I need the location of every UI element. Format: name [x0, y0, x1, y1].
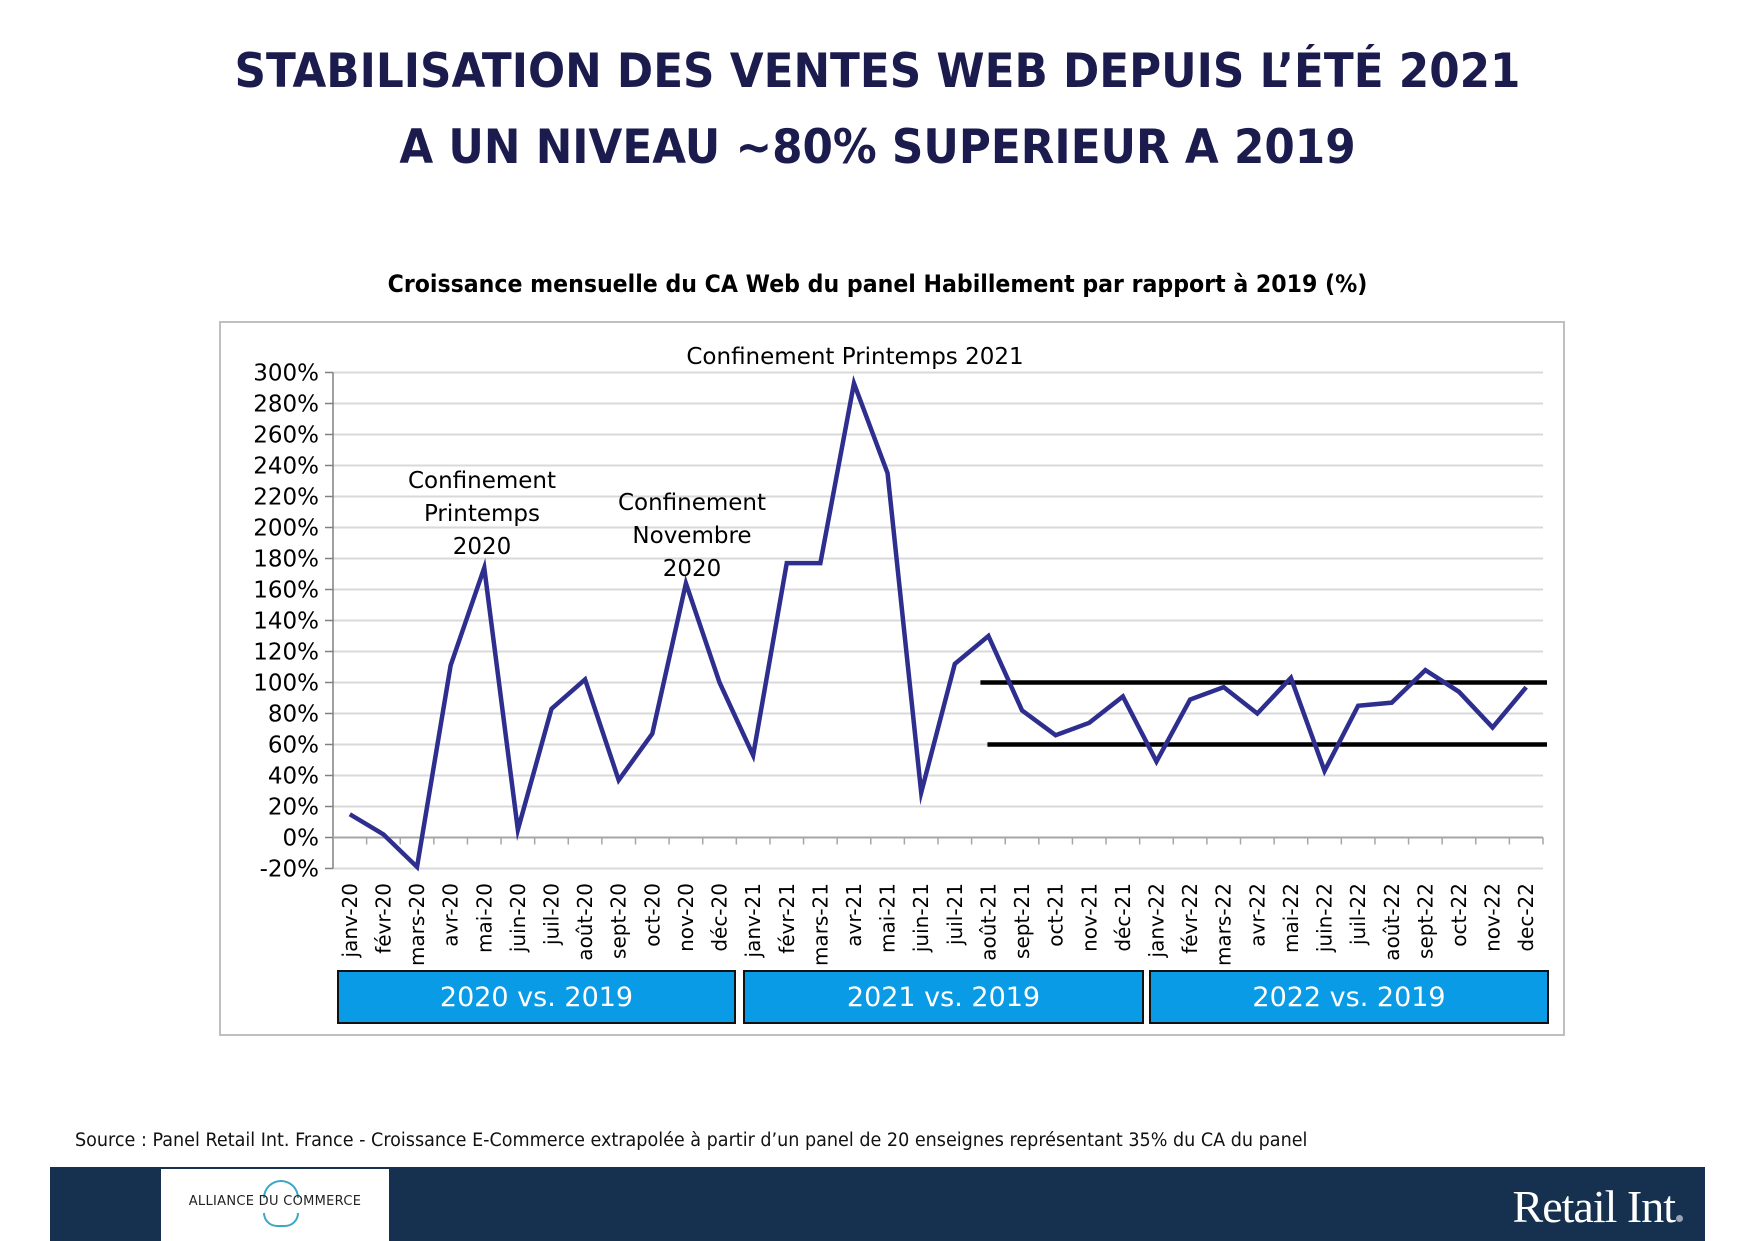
- x-tick-label: nov-22: [1481, 883, 1505, 952]
- headline-line-2: A UN NIVEAU ~80% SUPERIEUR A 2019: [399, 120, 1356, 175]
- x-tick-label: avr-20: [439, 883, 463, 947]
- annotation-label: Novembre: [632, 523, 751, 549]
- x-tick-label: janv-21: [741, 883, 765, 958]
- y-tick-label: 200%: [253, 516, 319, 542]
- y-tick-labels: -20% 0% 20% 40% 60% 80% 100% 120% 140% 160% 180% 20…: [253, 361, 319, 883]
- y-tick-label: 220%: [253, 485, 319, 511]
- source-note: Source : Panel Retail Int. France - Croi…: [75, 1130, 1308, 1151]
- x-tick-label: févr-22: [1178, 883, 1202, 954]
- gridlines: [333, 371, 1543, 870]
- y-tick-label: 160%: [253, 578, 319, 604]
- x-tick-label: nov-21: [1077, 883, 1101, 952]
- x-tick-label: déc-20: [708, 883, 732, 952]
- x-tick-label: juin-20: [506, 883, 530, 953]
- series-line: [348, 374, 1528, 872]
- x-tick-label: sept-21: [1010, 883, 1034, 959]
- retail-int-logo: Retail Int: [1513, 1180, 1683, 1233]
- x-tick-label: oct-21: [1044, 883, 1068, 947]
- x-tick-label: mai-22: [1279, 883, 1303, 953]
- period-box-2020: 2020 vs. 2019: [337, 970, 736, 1024]
- chart-title: Croissance mensuelle du CA Web du panel …: [387, 270, 1368, 298]
- x-tick-label: juil-21: [943, 883, 967, 946]
- x-tick-label: janv-22: [1144, 883, 1168, 958]
- x-tick-label: avr-22: [1245, 883, 1269, 947]
- x-tick-label: avr-21: [842, 883, 866, 947]
- logo-dot-icon: [1676, 1215, 1683, 1222]
- x-tick-label: janv-20: [338, 883, 362, 958]
- y-tick-label: 20%: [268, 795, 319, 821]
- y-tick-label: 0%: [283, 826, 320, 852]
- y-tick-label: 120%: [253, 640, 319, 666]
- y-tick-label: 100%: [253, 671, 319, 697]
- x-tick-label: juil-20: [539, 883, 563, 946]
- annotation-label: 2020: [663, 556, 722, 582]
- x-tick-label: mars-22: [1212, 883, 1236, 966]
- chart-frame: [219, 321, 1565, 1036]
- annotation-label: 2020: [453, 534, 512, 560]
- y-tick-label: 140%: [253, 609, 319, 635]
- logo-arc-bottom-icon: [263, 1213, 299, 1227]
- alliance-logo-text: ALLIANCE DU COMMERCE: [188, 1194, 362, 1209]
- x-tick-label: juin-21: [909, 883, 933, 953]
- annotation-label: Confinement Printemps 2021: [686, 344, 1023, 370]
- x-tick-label: sept-22: [1413, 883, 1437, 959]
- reference-band-lines: [980, 680, 1547, 747]
- headline-line-1: STABILISATION DES VENTES WEB DEPUIS L’ÉT…: [234, 44, 1521, 99]
- x-tick-label: juil-22: [1346, 883, 1370, 946]
- annotation-label: Confinement: [618, 490, 766, 516]
- annotation-label: Confinement: [408, 468, 556, 494]
- y-tick-label: -20%: [260, 857, 319, 883]
- x-tick-label: juin-22: [1313, 883, 1337, 953]
- period-box-2021: 2021 vs. 2019: [743, 970, 1144, 1024]
- y-tick-label: 260%: [253, 423, 319, 449]
- x-tick-label: févr-20: [371, 883, 395, 954]
- series-layer: [348, 374, 1528, 872]
- annotation-label: Printemps: [424, 501, 540, 527]
- x-tick-label: août-21: [976, 883, 1000, 961]
- y-tick-label: 60%: [268, 733, 319, 759]
- y-tick-label: 80%: [268, 702, 319, 728]
- y-tick-label: 40%: [268, 764, 319, 790]
- y-tick-label: 280%: [253, 392, 319, 418]
- retail-int-logo-text: Retail Int: [1512, 1181, 1676, 1232]
- x-tick-label: mai-20: [472, 883, 496, 953]
- y-tick-label: 300%: [253, 361, 319, 387]
- x-tick-label: mars-21: [808, 883, 832, 966]
- period-box-2022: 2022 vs. 2019: [1149, 970, 1549, 1024]
- x-tick-label: nov-20: [674, 883, 698, 952]
- x-tick-label: dec-22: [1514, 883, 1538, 952]
- x-tick-label: mars-20: [405, 883, 429, 966]
- x-tick-label: févr-21: [775, 883, 799, 954]
- x-tick-label: déc-21: [1111, 883, 1135, 952]
- x-tick-labels: janv-20 févr-20 mars-20 avr-20 mai-20 juin-20…: [338, 883, 1538, 966]
- x-tick-label: oct-20: [640, 883, 664, 947]
- x-tick-label: août-22: [1380, 883, 1404, 961]
- annotations: Confinement Printemps 2020 Confinement Novem…: [408, 344, 1024, 582]
- axes: [325, 371, 1544, 870]
- y-tick-label: 180%: [253, 547, 319, 573]
- x-tick-label: mai-21: [876, 883, 900, 953]
- x-tick-label: sept-20: [607, 883, 631, 959]
- alliance-du-commerce-logo: ALLIANCE DU COMMERCE: [161, 1169, 389, 1241]
- y-tick-label: 240%: [253, 454, 319, 480]
- x-tick-label: oct-22: [1447, 883, 1471, 947]
- x-tick-label: août-20: [573, 883, 597, 961]
